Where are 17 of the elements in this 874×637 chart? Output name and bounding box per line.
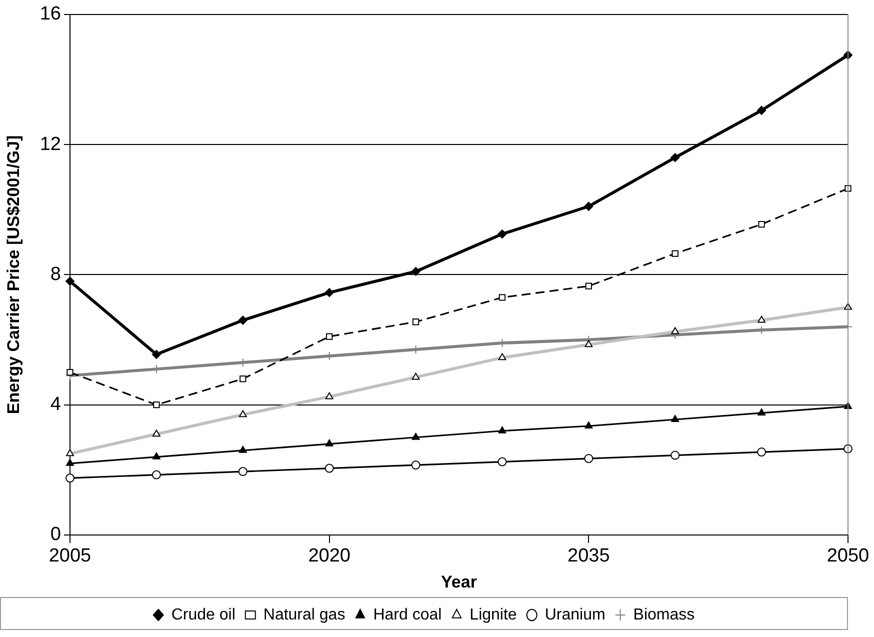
y-tick-label: 4: [50, 394, 62, 416]
y-tick-label: 8: [50, 264, 61, 285]
y-axis-title: Energy Carrier Price [US$2001/GJ]: [4, 135, 23, 414]
legend-label: Hard coal: [373, 606, 442, 624]
y-tick-label: 16: [40, 4, 61, 25]
legend-label: Biomass: [633, 606, 695, 624]
x-tick-label: 2020: [308, 546, 350, 567]
y-tick-label: 12: [40, 134, 61, 155]
legend-label: Crude oil: [171, 606, 236, 624]
legend-label: Uranium: [544, 606, 606, 624]
x-tick-label: 2035: [568, 546, 610, 567]
y-tick-label: 0: [50, 524, 61, 546]
legend-label: Natural gas: [263, 606, 346, 624]
x-tick-label: 2050: [826, 546, 870, 567]
legend-label: Lignite: [470, 606, 517, 624]
x-tick-label: 2005: [48, 546, 92, 567]
x-axis-title: Year: [441, 572, 478, 592]
